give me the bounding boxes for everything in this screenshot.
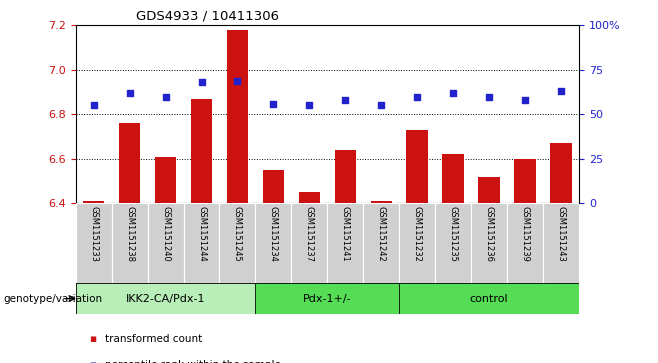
Bar (515, 159, 536, 203)
Bar (334, 150, 356, 203)
Text: GSM1151237: GSM1151237 (305, 206, 314, 262)
Point (556, 88, 567, 94)
Text: GSM1151241: GSM1151241 (341, 206, 350, 261)
Point (520, 97, 530, 103)
Text: percentile rank within the sample: percentile rank within the sample (105, 360, 281, 363)
FancyBboxPatch shape (507, 203, 543, 283)
FancyBboxPatch shape (327, 203, 363, 283)
Text: GSM1151238: GSM1151238 (125, 206, 134, 262)
Text: GSM1151233: GSM1151233 (89, 206, 98, 262)
FancyBboxPatch shape (471, 203, 507, 283)
Text: ◾: ◾ (89, 360, 96, 363)
Point (376, 102, 386, 108)
FancyBboxPatch shape (147, 203, 184, 283)
FancyBboxPatch shape (112, 203, 147, 283)
Text: GSM1151235: GSM1151235 (449, 206, 458, 262)
Text: GSM1151245: GSM1151245 (233, 206, 242, 261)
Point (412, 94, 422, 99)
Bar (119, 123, 140, 203)
Bar (478, 176, 500, 203)
Text: GSM1151244: GSM1151244 (197, 206, 206, 261)
Point (196, 79, 207, 85)
Text: GSM1151242: GSM1151242 (377, 206, 386, 261)
Text: GSM1151236: GSM1151236 (485, 206, 494, 262)
Bar (226, 30, 248, 203)
Point (268, 101, 279, 107)
Text: GSM1151239: GSM1151239 (520, 206, 530, 262)
Bar (299, 192, 320, 203)
Text: GSM1151232: GSM1151232 (413, 206, 422, 262)
Point (88, 102, 99, 108)
Text: transformed count: transformed count (105, 334, 203, 344)
Point (484, 94, 494, 99)
Text: GSM1151240: GSM1151240 (161, 206, 170, 261)
Bar (263, 170, 284, 203)
Bar (155, 156, 176, 203)
Bar (399, 283, 579, 314)
FancyBboxPatch shape (220, 203, 255, 283)
Text: GSM1151243: GSM1151243 (557, 206, 566, 262)
Point (232, 78, 243, 83)
FancyBboxPatch shape (291, 203, 327, 283)
Bar (76, 283, 255, 314)
Point (340, 97, 351, 103)
Point (161, 94, 171, 99)
Point (448, 90, 459, 96)
Bar (407, 130, 428, 203)
FancyBboxPatch shape (399, 203, 435, 283)
FancyBboxPatch shape (435, 203, 471, 283)
Text: ◾: ◾ (89, 334, 96, 344)
Point (304, 102, 315, 108)
Bar (550, 143, 572, 203)
Text: control: control (470, 294, 509, 303)
Bar (442, 154, 464, 203)
Point (124, 90, 135, 96)
FancyBboxPatch shape (363, 203, 399, 283)
Text: genotype/variation: genotype/variation (3, 294, 103, 303)
Bar (83, 201, 105, 203)
FancyBboxPatch shape (543, 203, 579, 283)
Text: GSM1151234: GSM1151234 (269, 206, 278, 262)
Bar (191, 99, 213, 203)
Bar (255, 283, 399, 314)
Text: GDS4933 / 10411306: GDS4933 / 10411306 (136, 10, 279, 23)
Bar (370, 201, 392, 203)
Text: IKK2-CA/Pdx-1: IKK2-CA/Pdx-1 (126, 294, 205, 303)
FancyBboxPatch shape (184, 203, 220, 283)
FancyBboxPatch shape (255, 203, 291, 283)
FancyBboxPatch shape (76, 203, 112, 283)
Text: Pdx-1+/-: Pdx-1+/- (303, 294, 351, 303)
